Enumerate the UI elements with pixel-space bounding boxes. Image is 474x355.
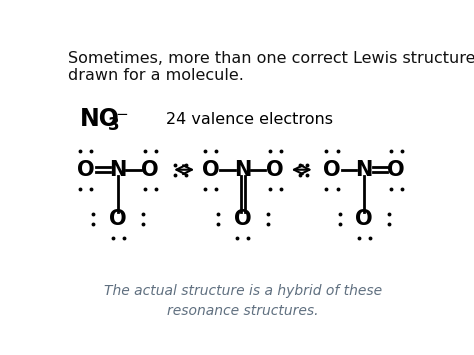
Text: O: O xyxy=(141,160,159,180)
Text: 3: 3 xyxy=(108,116,120,133)
Text: O: O xyxy=(356,209,373,229)
Text: NO: NO xyxy=(80,107,119,131)
Text: O: O xyxy=(234,209,252,229)
Text: O: O xyxy=(77,160,95,180)
Text: N: N xyxy=(234,160,252,180)
Text: 24 valence electrons: 24 valence electrons xyxy=(166,111,333,127)
Text: −: − xyxy=(116,107,128,122)
Text: O: O xyxy=(266,160,284,180)
Text: N: N xyxy=(109,160,127,180)
Text: O: O xyxy=(202,160,219,180)
Text: Sometimes, more than one correct Lewis structure can be
drawn for a molecule.: Sometimes, more than one correct Lewis s… xyxy=(68,51,474,83)
Text: O: O xyxy=(387,160,405,180)
Text: N: N xyxy=(356,160,373,180)
Text: O: O xyxy=(323,160,341,180)
Text: O: O xyxy=(109,209,127,229)
Text: The actual structure is a hybrid of these
resonance structures.: The actual structure is a hybrid of thes… xyxy=(104,284,382,318)
